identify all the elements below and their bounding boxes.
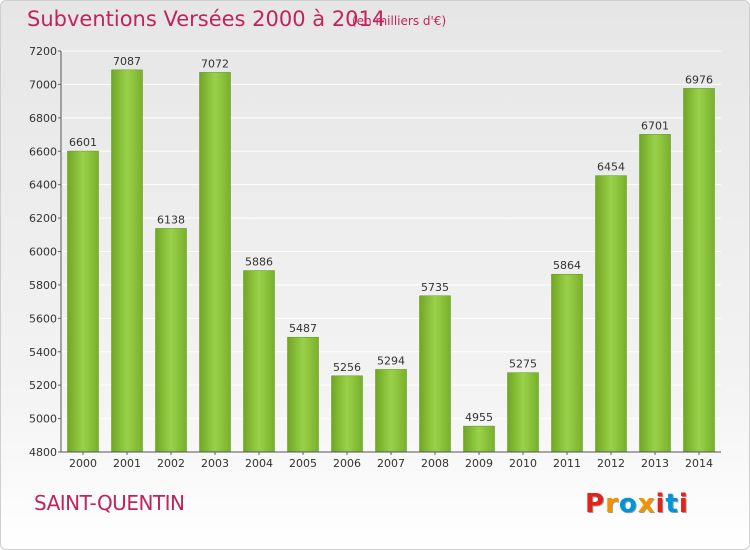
x-tick-label: 2003 (201, 457, 229, 470)
x-tick-label: 2014 (685, 457, 713, 470)
data-label: 6454 (597, 161, 625, 174)
bar (375, 369, 407, 453)
data-label: 5256 (333, 361, 361, 374)
x-tick-label: 2013 (641, 457, 669, 470)
x-tick-label: 2012 (597, 457, 625, 470)
x-tick-label: 2009 (465, 457, 493, 470)
bar (199, 72, 231, 453)
bar (67, 150, 99, 453)
data-labels: 6601 7087 6138 7072 5886 5487 5256 5294 5735 4955… (69, 55, 713, 424)
bar (155, 228, 187, 453)
data-label: 5735 (421, 281, 449, 294)
bars (67, 69, 715, 453)
data-label: 6601 (69, 136, 97, 149)
x-tick-label: 2002 (157, 457, 185, 470)
x-tick-label: 2005 (289, 457, 317, 470)
data-label: 6138 (157, 213, 185, 226)
bar (595, 175, 627, 453)
chart-title: Subventions Versées 2000 à 2014 (27, 7, 386, 31)
y-tick-label: 6600 (29, 145, 57, 158)
chart-subtitle: (en milliers d'€) (352, 14, 447, 28)
logo-letter: t (665, 489, 679, 519)
commune-name: SAINT-QUENTIN (34, 491, 185, 515)
data-label: 7087 (113, 55, 141, 68)
y-tick-label: 6800 (29, 112, 57, 125)
bar (639, 134, 671, 453)
y-tick-label: 7000 (29, 78, 57, 91)
x-tick-label: 2001 (113, 457, 141, 470)
data-label: 4955 (465, 411, 493, 424)
y-tick-label: 6000 (29, 246, 57, 259)
logo-letter: x (637, 489, 656, 519)
x-tick-label: 2000 (69, 457, 97, 470)
data-label: 5275 (509, 358, 537, 371)
y-tick-label: 4800 (29, 446, 57, 459)
bar (331, 375, 363, 453)
bar (683, 88, 715, 453)
logo-letter: P (585, 489, 606, 519)
bar (463, 425, 495, 453)
data-label: 7072 (201, 57, 229, 70)
y-tick-label: 5400 (29, 346, 57, 359)
x-tick-label: 2004 (245, 457, 273, 470)
bar (419, 295, 451, 453)
bar (507, 372, 539, 453)
data-label: 5864 (553, 259, 581, 272)
y-tick-label: 6400 (29, 179, 57, 192)
y-tick-label: 6200 (29, 212, 57, 225)
data-label: 5294 (377, 354, 405, 367)
y-tick-label: 5600 (29, 312, 57, 325)
x-tick-label: 2008 (421, 457, 449, 470)
bar (243, 270, 275, 453)
x-tick-label: 2006 (333, 457, 361, 470)
y-tick-label: 7200 (29, 45, 57, 58)
data-label: 5886 (245, 256, 273, 269)
logo-letter: i (678, 489, 689, 519)
x-tick-label: 2011 (553, 457, 581, 470)
data-label: 6701 (641, 119, 669, 132)
proxiti-logo[interactable]: Proxiti (585, 489, 689, 519)
logo-letter: i (655, 489, 666, 519)
x-tick-label: 2010 (509, 457, 537, 470)
x-axis-ticks: 2000 2001 2002 2003 2004 2005 2006 2007 2008 2009… (69, 452, 713, 470)
x-tick-label: 2007 (377, 457, 405, 470)
y-tick-label: 5200 (29, 379, 57, 392)
bar (287, 336, 319, 453)
logo-letter: o (618, 489, 638, 519)
y-axis-ticks: 4800 5000 5200 5400 5600 5800 6000 6200 6400 6600… (29, 45, 61, 459)
y-tick-label: 5000 (29, 413, 57, 426)
bar (111, 69, 143, 453)
y-tick-label: 5800 (29, 279, 57, 292)
data-label: 5487 (289, 322, 317, 335)
data-label: 6976 (685, 73, 713, 86)
bar (551, 273, 583, 453)
logo-letter: r (605, 489, 619, 519)
